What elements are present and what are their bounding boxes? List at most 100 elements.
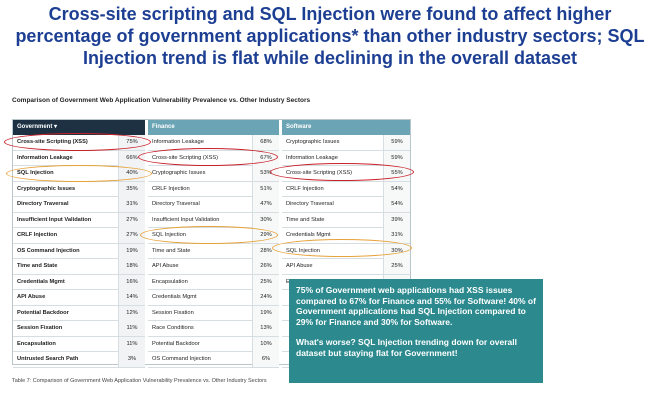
vulnerability-name: Time and State [152, 247, 191, 254]
vulnerability-name: Cryptographic Issues [286, 139, 340, 145]
table-row: API Abuse 25% [282, 259, 410, 275]
prevalence-percent: 24% [252, 290, 279, 305]
table-row: Information Leakage 59% [282, 150, 410, 166]
table-row: Directory Traversal 47% [148, 197, 279, 213]
table-row: CRLF Injection 27% [13, 228, 145, 244]
table-row: OS Command Injection 19% [13, 243, 145, 259]
table-row: Cryptographic Issues 53% [148, 166, 279, 182]
table-row: Insufficient Input Validation 27% [13, 212, 145, 228]
prevalence-percent: 10% [252, 336, 279, 352]
table-row: Credentials Mgmt 16% [13, 274, 145, 290]
prevalence-percent: 35% [118, 181, 145, 197]
finance-column: Finance Information Leakage 68% Cross-site… [148, 120, 279, 368]
prevalence-percent: 27% [118, 228, 145, 243]
vulnerability-name: Cross-site Scripting (XSS) [17, 139, 88, 145]
table-row: CRLF Injection 51% [148, 181, 279, 197]
vulnerability-name: Potential Backdoor [152, 340, 200, 347]
vulnerability-name: Information Leakage [286, 154, 338, 161]
table-row: Information Leakage 66% [13, 150, 145, 166]
vulnerability-name: Time and State [17, 263, 58, 269]
vulnerability-name: Cryptographic Issues [17, 185, 76, 192]
table-row: Credentials Mgmt 31% [282, 228, 410, 244]
table-row: Time and State 28% [148, 243, 279, 259]
prevalence-percent: 59% [383, 135, 410, 150]
government-column-header[interactable]: Government ▾ [13, 120, 145, 135]
prevalence-percent: 40% [118, 166, 145, 181]
vulnerability-name: Session Fixation [152, 309, 194, 316]
prevalence-percent: 25% [252, 274, 279, 290]
table-row: Insufficient Input Validation 30% [148, 212, 279, 228]
vulnerability-name: CRLF Injection [152, 185, 190, 192]
prevalence-percent: 26% [252, 259, 279, 274]
prevalence-percent: 67% [252, 150, 279, 166]
table-row: Session Fixation 19% [148, 305, 279, 321]
vulnerability-name: API Abuse [286, 263, 313, 269]
prevalence-percent: 68% [252, 135, 279, 150]
vulnerability-name: SQL Injection [17, 170, 54, 176]
prevalence-percent: 59% [383, 150, 410, 166]
table-row: SQL Injection 29% [148, 228, 279, 244]
vulnerability-name: Time and State [286, 216, 325, 223]
vulnerability-name: Potential Backdoor [17, 309, 69, 316]
table-row: Encapsulation 11% [13, 336, 145, 352]
vulnerability-name: Cryptographic Issues [152, 170, 206, 176]
vulnerability-name: Directory Traversal [286, 201, 334, 207]
vulnerability-name: Insufficient Input Validation [152, 216, 220, 223]
vulnerability-name: Race Conditions [152, 325, 194, 331]
table-row: Cross-site Scripting (XSS) 75% [13, 135, 145, 151]
table-row: CRLF Injection 54% [282, 181, 410, 197]
table-row: OS Command Injection 6% [148, 352, 279, 368]
prevalence-percent: 47% [252, 197, 279, 212]
prevalence-percent: 18% [118, 259, 145, 274]
table-row: Race Conditions 13% [148, 321, 279, 337]
government-column: Government ▾ Cross-site Scripting (XSS) 7… [13, 120, 145, 368]
vulnerability-name: Cross-site Scripting (XSS) [152, 154, 219, 161]
prevalence-percent: 30% [252, 212, 279, 228]
callout-box: 75% of Government web applications had X… [289, 279, 543, 383]
prevalence-percent: 51% [252, 181, 279, 197]
prevalence-percent: 39% [383, 212, 410, 228]
vulnerability-name: Encapsulation [152, 278, 188, 285]
vulnerability-name: Information Leakage [17, 154, 73, 161]
table-row: Cryptographic Issues 59% [282, 135, 410, 151]
prevalence-percent: 28% [252, 243, 279, 259]
table-row: Potential Backdoor 12% [13, 305, 145, 321]
vulnerability-name: SQL Injection [152, 232, 186, 238]
vulnerability-name: Cross-site Scripting (XSS) [286, 170, 353, 176]
vulnerability-name: Session Fixation [17, 325, 63, 331]
vulnerability-name: CRLF Injection [17, 232, 58, 238]
table-row: Cross-site Scripting (XSS) 55% [282, 166, 410, 182]
table-row: SQL Injection 40% [13, 166, 145, 182]
finance-column-header: Finance [148, 120, 279, 135]
table-row: Untrusted Search Path 3% [13, 352, 145, 368]
figure-caption: Table 7: Comparison of Government Web Ap… [12, 378, 267, 384]
vulnerability-name: API Abuse [17, 294, 46, 300]
callout-paragraph-2: What's worse? SQL Injection trending dow… [296, 337, 517, 358]
prevalence-percent: 25% [383, 259, 410, 274]
prevalence-percent: 75% [118, 135, 145, 150]
table-row: Credentials Mgmt 24% [148, 290, 279, 306]
prevalence-percent: 6% [252, 352, 279, 367]
callout-paragraph-1: 75% of Government web applications had X… [296, 285, 536, 327]
vulnerability-name: OS Command Injection [17, 247, 80, 254]
table-row: Directory Traversal 54% [282, 197, 410, 213]
prevalence-percent: 16% [118, 274, 145, 290]
table-row: Cryptographic Issues 35% [13, 181, 145, 197]
vulnerability-name: Credentials Mgmt [286, 232, 331, 238]
vulnerability-name: API Abuse [152, 263, 179, 269]
table-row: Session Fixation 11% [13, 321, 145, 337]
table-row: API Abuse 14% [13, 290, 145, 306]
prevalence-percent: 13% [252, 321, 279, 336]
vulnerability-name: OS Command Injection [152, 356, 211, 362]
prevalence-percent: 11% [118, 321, 145, 336]
prevalence-percent: 30% [383, 243, 410, 259]
vulnerability-name: Credentials Mgmt [17, 278, 65, 285]
software-column-header: Software [282, 120, 410, 135]
prevalence-percent: 55% [383, 166, 410, 181]
vulnerability-name: Directory Traversal [17, 201, 69, 207]
slide-headline: Cross-site scripting and SQL Injection w… [15, 4, 645, 68]
vulnerability-name: Credentials Mgmt [152, 294, 197, 300]
prevalence-percent: 27% [118, 212, 145, 228]
prevalence-percent: 29% [252, 228, 279, 243]
table-row: Directory Traversal 31% [13, 197, 145, 213]
